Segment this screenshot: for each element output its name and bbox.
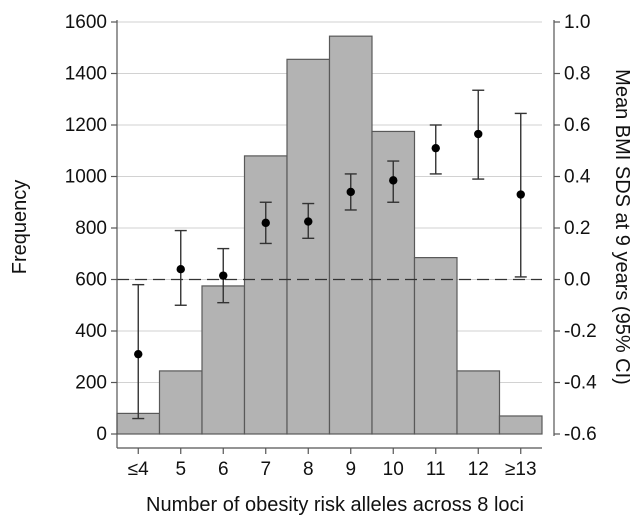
point-errorbar-9	[514, 112, 527, 278]
y-left-tick-label-3: 600	[75, 270, 107, 291]
mean-point-2	[219, 271, 228, 280]
point-errorbar-8	[472, 89, 485, 180]
x-tick-label-5: 9	[345, 459, 356, 480]
y-right-tick-label-0: -0.6	[564, 424, 597, 445]
y-left-tick-label-0: 0	[96, 424, 107, 445]
x-tick-label-2: 6	[218, 459, 229, 480]
x-tick-label-6: 10	[383, 459, 404, 480]
x-tick-label-1: 5	[175, 459, 186, 480]
mean-point-6	[389, 176, 398, 185]
y-left-tick-labels: 0 200 400 600 800 1000 1200 1400 1600	[65, 12, 107, 445]
point-errorbar-6	[387, 160, 400, 203]
x-tick-label-8: 12	[468, 459, 489, 480]
point-errorbar-3	[259, 201, 272, 245]
mean-point-9	[516, 190, 525, 199]
point-errorbar-5	[344, 173, 357, 211]
mean-point-3	[261, 218, 270, 228]
x-tick-label-0: ≤4	[128, 459, 149, 480]
y-right-tick-label-6: 0.6	[564, 115, 590, 136]
y-right-axis-title: Mean BMI SDS at 9 years (95% CI)	[611, 69, 630, 385]
bar-2	[201, 285, 246, 435]
x-axis-title: Number of obesity risk alleles across 8 …	[146, 494, 524, 516]
point-errorbar-2	[217, 247, 230, 304]
point-errorbar-0	[132, 283, 145, 420]
x-tick-label-7: 11	[426, 459, 446, 480]
y-right-tick-label-1: -0.4	[564, 373, 597, 394]
y-right-tick-label-5: 0.4	[564, 167, 591, 188]
y-left-tick-label-2: 400	[75, 321, 107, 342]
y-right-tick-labels: -0.6 -0.4 -0.2 0.0 0.2 0.4 0.6 0.8 1.0	[564, 12, 597, 445]
x-tick-label-4: 8	[303, 459, 314, 480]
bar-5	[328, 35, 373, 435]
mean-point-0	[134, 349, 143, 359]
axes	[111, 20, 560, 454]
bar-4	[286, 58, 331, 435]
bar-9	[498, 415, 543, 435]
y-left-tick-label-5: 1000	[65, 167, 107, 188]
bar-3	[243, 155, 288, 435]
y-left-axis-title: Frequency	[9, 180, 31, 275]
points	[132, 89, 527, 420]
y-right-tick-label-8: 1.0	[564, 12, 590, 33]
bar-1	[158, 370, 203, 435]
x-tick-label-3: 7	[260, 459, 271, 480]
point-errorbar-7	[429, 124, 442, 175]
y-left-tick-label-7: 1400	[65, 64, 107, 85]
mean-point-5	[346, 187, 355, 197]
y-right-tick-label-7: 0.8	[564, 64, 590, 85]
mean-point-4	[304, 217, 313, 226]
mean-point-1	[176, 265, 185, 274]
y-left-tick-label-6: 1200	[65, 115, 107, 136]
y-right-tick-label-4: 0.2	[564, 218, 590, 239]
y-left-tick-label-1: 200	[75, 373, 107, 394]
x-tick-labels: ≤4 5 6 7 8 9 10 11 12 ≥13	[128, 459, 537, 480]
y-right-tick-label-2: -0.2	[564, 321, 597, 342]
bar-8	[456, 370, 501, 435]
bar-7	[413, 257, 458, 435]
mean-point-8	[474, 129, 483, 139]
y-right-tick-label-3: 0.0	[564, 270, 590, 291]
y-left-tick-label-4: 800	[75, 218, 107, 239]
x-tick-label-9: ≥13	[505, 459, 537, 480]
y-left-tick-label-8: 1600	[65, 12, 107, 33]
point-errorbar-4	[302, 202, 315, 240]
point-errorbar-1	[174, 229, 187, 306]
mean-point-7	[431, 143, 440, 153]
